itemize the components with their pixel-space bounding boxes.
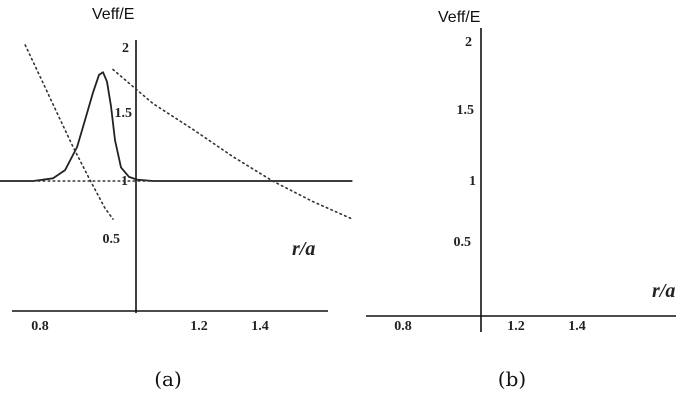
x-axis-label: r/a xyxy=(292,238,315,260)
panel-a: Veff/E r/a 0.5 1 1.5 2 0.8 1.2 1.4 (a) xyxy=(0,6,354,391)
y-axis-label: Veff/E xyxy=(438,9,480,26)
dotted-curve-2 xyxy=(112,68,354,220)
y-tick-label: 0.5 xyxy=(103,232,121,247)
y-tick-label: 1 xyxy=(469,174,476,189)
x-tick-label: 0.8 xyxy=(394,319,412,334)
y-tick-label: 1.5 xyxy=(457,103,475,118)
panel-caption: (a) xyxy=(154,367,182,391)
x-tick-label: 0.8 xyxy=(31,319,49,334)
y-axis-label: Veff/E xyxy=(92,6,134,23)
x-tick-label: 1.2 xyxy=(507,319,525,334)
y-tick-label: 1.5 xyxy=(115,106,133,121)
x-axis-label: r/a xyxy=(652,280,675,302)
y-tick-label: 2 xyxy=(465,35,472,50)
x-tick-label: 1.2 xyxy=(190,319,208,334)
x-tick-label: 1.4 xyxy=(251,319,269,334)
y-tick-label: 0.5 xyxy=(454,235,472,250)
y-tick-label: 2 xyxy=(122,41,129,56)
panel-caption: (b) xyxy=(498,367,526,391)
x-tick-label: 1.4 xyxy=(568,319,586,334)
solid-curve xyxy=(0,71,353,182)
panel-b: Veff/E r/a 0.5 1 1.5 2 0.8 1.2 1.4 (b) xyxy=(366,9,676,391)
dotted-curve-1 xyxy=(24,44,114,220)
